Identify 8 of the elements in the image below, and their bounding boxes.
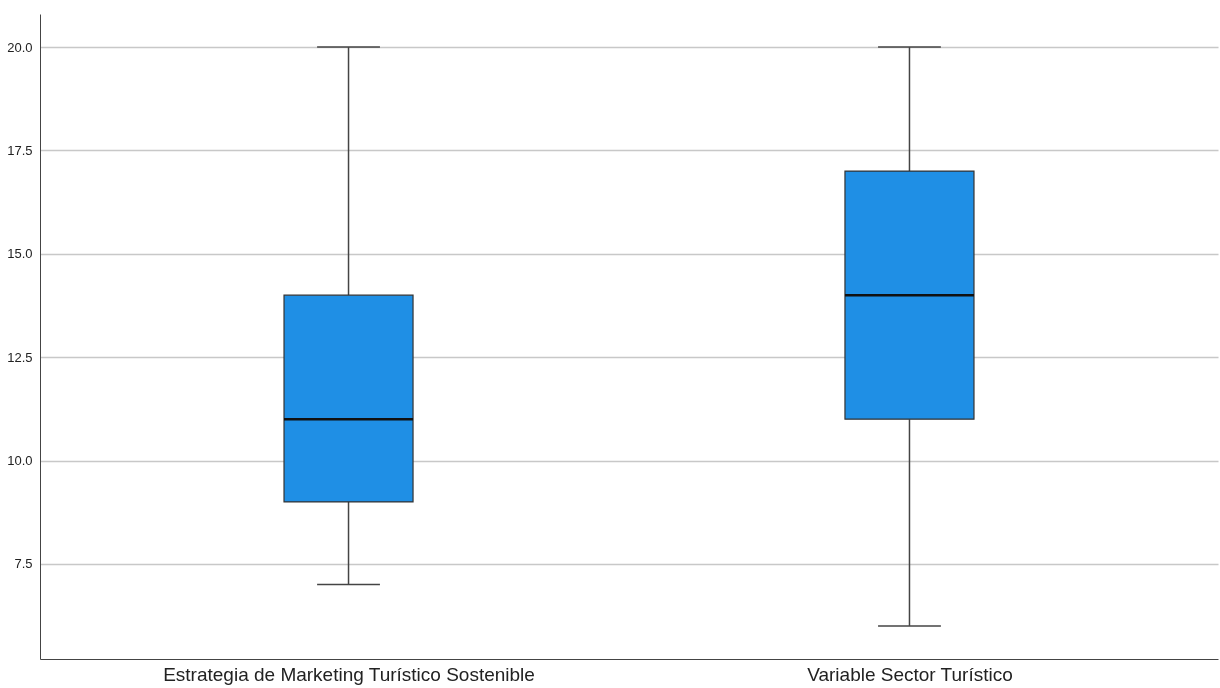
y-tick-label: 20.0 <box>7 39 33 55</box>
x-tick-label: Variable Sector Turístico <box>807 663 1013 685</box>
y-tick-label: 10.0 <box>7 453 33 469</box>
y-tick-label: 15.0 <box>7 246 33 262</box>
y-tick-label: 7.5 <box>14 556 33 572</box>
x-tick-label: Estrategia de Marketing Turístico Sostenible <box>163 663 535 685</box>
y-tick-label: 12.5 <box>7 349 33 365</box>
y-tick-label: 17.5 <box>7 142 33 158</box>
